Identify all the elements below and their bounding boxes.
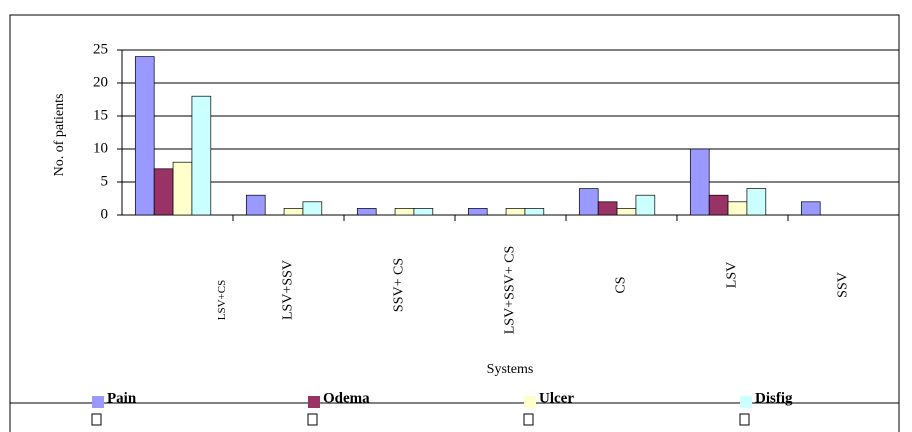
legend-swatch (308, 396, 320, 408)
bar (394, 208, 415, 216)
legend-swatch (740, 396, 752, 408)
x-tick-label: LSV+CS (216, 280, 228, 320)
x-axis-label: Systems (487, 362, 534, 377)
bar (302, 201, 323, 216)
bar (283, 208, 304, 216)
bar (356, 208, 377, 216)
x-tick-label: CS (614, 276, 629, 293)
bar (505, 208, 526, 216)
legend-label: Odema (323, 390, 370, 406)
bar (467, 208, 488, 216)
y-tick-label: 5 (101, 173, 109, 189)
bar (597, 201, 618, 216)
legend-box (739, 413, 750, 426)
bar (578, 188, 599, 216)
y-tick-label: 15 (93, 107, 108, 123)
legend-label: Ulcer (539, 390, 574, 406)
bar (134, 56, 155, 216)
bar (172, 161, 193, 216)
legend-swatch (92, 396, 104, 408)
legend-label: Pain (107, 390, 137, 406)
bar (616, 208, 637, 216)
x-tick-label: SSV+ CS (392, 258, 407, 312)
y-tick-label: 10 (93, 140, 108, 156)
bar (191, 95, 212, 216)
y-tick-label: 0 (101, 206, 109, 222)
x-tick-label: LSV (725, 262, 740, 288)
bar (746, 188, 767, 216)
y-tick-label: 20 (93, 74, 108, 90)
chart-frame (9, 14, 900, 432)
legend-label: Disfig (755, 390, 793, 406)
x-tick-label: LSV+SSV (281, 260, 296, 320)
legend-box (91, 413, 102, 426)
bar (689, 148, 710, 216)
bar (413, 208, 434, 216)
bar (153, 168, 174, 216)
x-tick-label: SSV (836, 272, 851, 298)
x-tick-label: LSV+SSV+ CS (503, 246, 518, 335)
bar (245, 194, 266, 216)
y-tick-label: 25 (93, 41, 108, 57)
bar (635, 194, 656, 216)
legend-swatch (524, 396, 536, 408)
bar (800, 201, 821, 216)
bar (524, 208, 545, 216)
legend-box (307, 413, 318, 426)
bar (727, 201, 748, 216)
bar (708, 194, 729, 216)
legend-box (523, 413, 534, 426)
y-axis-label: No. of patients (52, 94, 67, 177)
